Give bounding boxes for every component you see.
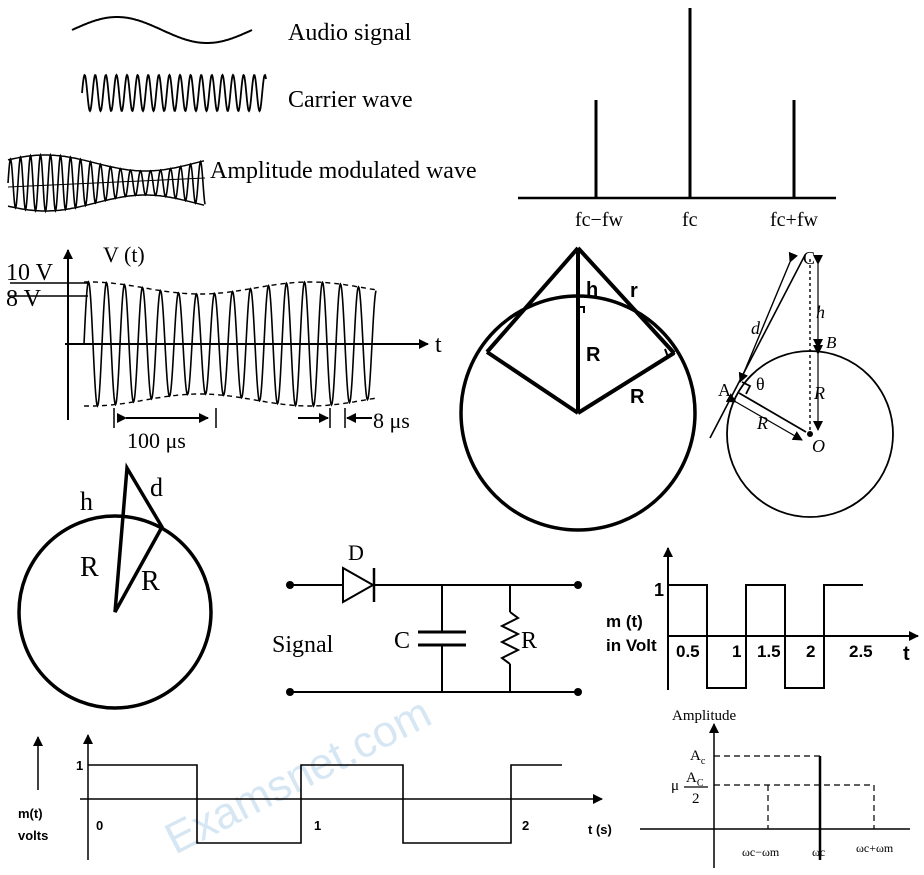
terminal-out-top <box>574 581 582 589</box>
geometry-h-label: h <box>816 302 825 322</box>
mu-label: μ <box>671 778 679 794</box>
ac-label: Ac <box>690 748 706 767</box>
vt-y-label: V (t) <box>103 242 145 267</box>
detector-circuit-panel: D Signal C R <box>272 540 582 696</box>
capacitor-label: C <box>394 628 410 654</box>
sq-top-waveform <box>668 584 863 689</box>
sq-top-ylabel-2: in Volt <box>606 636 657 655</box>
sq-bottom-xtick: 1 <box>314 818 321 833</box>
center-O-dot <box>807 431 813 437</box>
sq-bottom-xtick: 2 <box>522 818 529 833</box>
am-envelope-bottom <box>7 194 205 212</box>
sq-bottom-ylabel-2: volts <box>18 828 48 843</box>
geometry-R-slant-label: R <box>756 413 768 433</box>
resistor-symbol <box>499 611 521 665</box>
lower-sideband-label: fc−fw <box>575 209 623 231</box>
square-wave-bottom-panel: 1 m(t) volts t (s) 0 1 2 <box>18 734 612 860</box>
upper-omega-label: ωc+ωm <box>856 841 894 855</box>
small-R-right-label: R <box>141 566 160 597</box>
sq-top-xtick: 2.5 <box>849 642 873 661</box>
vt-waveform <box>83 280 377 408</box>
tangent-right <box>576 246 676 355</box>
tower-triangle <box>113 462 165 613</box>
tower-r-label: r <box>630 280 638 302</box>
small-earth-circle <box>17 514 213 710</box>
sq-top-xtick: 0.5 <box>676 642 700 661</box>
am-envelope-top <box>7 154 205 172</box>
spectrum-panel: fc−fw fc fc+fw <box>518 8 836 231</box>
signal-label: Signal <box>272 632 334 658</box>
sq-bottom-waveform <box>88 764 562 844</box>
lower-omega-label: ωc−ωm <box>742 845 780 859</box>
theta-label: θ <box>756 374 765 394</box>
small-d-label: d <box>150 473 163 502</box>
tower-h-label: h <box>586 279 598 301</box>
sq-bottom-ylabel-1: m(t) <box>18 806 43 821</box>
sq-bottom-xlabel: t (s) <box>588 822 612 837</box>
center-omega-label: ωc <box>812 845 825 859</box>
terminal-out-bottom <box>574 688 582 696</box>
sq-top-xtick: 1 <box>732 642 741 661</box>
square-wave-top-panel: 1 m (t) in Volt t 0.5 1 1.5 2 2.5 <box>606 547 919 690</box>
point-A-label: A <box>718 380 731 400</box>
diode-symbol <box>342 566 376 604</box>
radius-left <box>485 350 580 415</box>
resistor-label: R <box>521 628 537 654</box>
carrier-freq-label: fc <box>682 209 698 231</box>
level-8v-label: 8 V <box>6 286 42 312</box>
R-slant-dimension <box>725 393 803 441</box>
terminal-in-top <box>286 581 294 589</box>
tangent-geometry-panel: C B A O h d R R θ <box>709 248 894 518</box>
tower-R-vertical-label: R <box>586 344 601 366</box>
tower-circle-panel: h r R R <box>459 246 697 532</box>
upper-sideband-label: fc+fw <box>770 209 818 231</box>
modulation-panel: Audio signal Carrier wave Amplitude modu… <box>7 16 477 214</box>
amp-title: Amplitude <box>672 708 737 724</box>
right-angle-top <box>578 306 585 313</box>
sq-top-xtick: 1.5 <box>757 642 781 661</box>
geometry-R-vertical-label: R <box>813 383 825 403</box>
radius-A-O <box>738 392 807 433</box>
amplitude-spectrum-panel: Amplitude Ac μ AC 2 ωc−ωm ωc ωc+ωm <box>640 708 910 868</box>
audio-signal-wave <box>71 16 253 44</box>
vt-envelope-top <box>83 281 377 295</box>
sq-top-xtick: 2 <box>806 642 815 661</box>
small-R-left-label: R <box>80 552 99 583</box>
am-wave-trace <box>7 152 206 214</box>
terminal-in-bottom <box>286 688 294 696</box>
point-O-label: O <box>812 436 825 456</box>
small-circle-panel: h d R R <box>17 462 213 710</box>
diode-label: D <box>348 540 364 565</box>
point-B-label: B <box>826 333 837 352</box>
carrier-wave-label: Carrier wave <box>288 87 413 113</box>
sq-top-ylabel-1: m (t) <box>606 612 643 631</box>
carrier-period-label: 8 μs <box>373 408 410 433</box>
carrier-wave-trace <box>81 73 267 113</box>
sq-top-xlabel: t <box>903 643 910 665</box>
am-wave-label: Amplitude modulated wave <box>210 158 477 184</box>
level-10v-label: 10 V <box>6 260 54 286</box>
right-angle-A <box>741 381 752 395</box>
tangent-line <box>709 254 806 439</box>
vt-envelope-bottom <box>83 393 377 407</box>
tangent-left <box>485 246 580 354</box>
watermark: Examsnet.com <box>157 688 439 864</box>
geometry-d-label: d <box>751 318 761 338</box>
point-C-label: C <box>803 248 815 268</box>
radius-right <box>576 351 676 415</box>
right-angle-right <box>664 348 676 359</box>
tower-R-slant-label: R <box>630 386 645 408</box>
vt-x-label: t <box>435 332 442 358</box>
sq-bottom-xtick: 0 <box>96 818 103 833</box>
sq-bottom-ytick: 1 <box>76 758 83 773</box>
audio-signal-label: Audio signal <box>288 20 412 46</box>
frac-den-label: 2 <box>692 791 700 807</box>
small-h-label: h <box>80 487 93 516</box>
frac-num-label: AC <box>686 770 704 789</box>
period-label: 100 μs <box>127 428 186 453</box>
d-dimension <box>738 251 799 383</box>
sq-top-ytick: 1 <box>654 580 664 600</box>
vt-panel: V (t) t 10 V 8 V 100 μs 8 μs <box>6 242 442 453</box>
